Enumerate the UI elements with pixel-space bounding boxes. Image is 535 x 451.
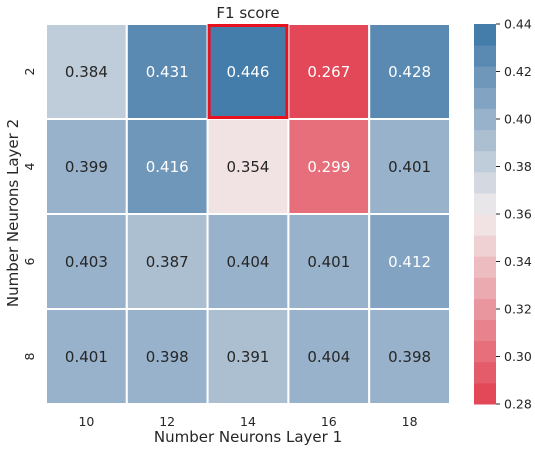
x-tick-label: 12: [159, 414, 175, 429]
cell-value-label: 0.387: [146, 253, 189, 271]
colorbar-step: [474, 235, 496, 257]
colorbar-tick-label: 0.34: [504, 254, 532, 269]
cell-value-label: 0.403: [65, 253, 108, 271]
colorbar-step: [474, 171, 496, 194]
cell-value-label: 0.398: [146, 348, 189, 366]
cell-value-label: 0.404: [307, 348, 350, 366]
heatmap-cell: [287, 308, 371, 405]
heatmap-cell: [125, 308, 209, 405]
cell-value-label: 0.391: [227, 348, 270, 366]
cell-value-label: 0.412: [388, 253, 431, 271]
cell-value-label: 0.267: [307, 63, 350, 81]
cell-value-label: 0.404: [227, 253, 270, 271]
cell-value-label: 0.354: [227, 158, 270, 176]
y-tick-labels: 2 4 6 8: [22, 68, 37, 361]
colorbar-tick-label: 0.36: [504, 207, 532, 222]
colorbar-step: [474, 129, 496, 152]
heatmap-cell: [45, 23, 128, 120]
cell-value-label: 0.384: [65, 63, 108, 81]
colorbar-step: [474, 277, 496, 299]
x-tick-label: 16: [321, 414, 337, 429]
cell-value-label: 0.431: [146, 63, 189, 81]
colorbar-step: [474, 298, 496, 321]
cell-value-label: 0.446: [227, 63, 270, 81]
y-tick-label: 2: [22, 68, 37, 76]
colorbar-step: [474, 24, 496, 46]
colorbar-step: [474, 214, 496, 236]
cell-value-label: 0.416: [146, 158, 189, 176]
highlight-box: [207, 24, 289, 119]
x-tick-label: 14: [240, 414, 256, 429]
colorbar-step: [474, 340, 496, 363]
colorbar-step: [474, 108, 496, 131]
cell-value-label: 0.428: [388, 63, 431, 81]
heatmap-cell: [287, 213, 371, 310]
cell-value-label: 0.399: [65, 158, 108, 176]
colorbar-tick-label: 0.40: [504, 112, 532, 127]
colorbar-tick-label: 0.28: [504, 397, 532, 412]
colorbar-tick-label: 0.42: [504, 64, 532, 79]
heatmap-cell: [45, 308, 128, 405]
colorbar-step: [474, 256, 496, 278]
colorbar-step: [474, 66, 496, 88]
colorbar: [474, 24, 496, 405]
heatmap-cell: [45, 118, 128, 215]
heatmap-cells: [45, 23, 452, 405]
colorbar-step: [474, 361, 496, 384]
cell-value-label: 0.401: [388, 158, 431, 176]
colorbar-step: [474, 192, 496, 215]
heatmap-cell: [368, 118, 452, 215]
x-tick-label: 10: [78, 414, 94, 429]
y-tick-label: 8: [22, 352, 37, 360]
heatmap-cell-labels: 0.384 0.431 0.446 0.267 0.428 0.399 0.416 0.354…: [65, 63, 431, 366]
colorbar-tick-label: 0.32: [504, 302, 532, 317]
heatmap-cell: [125, 23, 209, 120]
colorbar-tick-label: 0.44: [504, 17, 532, 32]
colorbar-tick-labels: 0.28 0.30 0.32 0.34 0.36 0.38 0.40 0.42 0.44: [496, 17, 532, 412]
heatmap-cell: [206, 118, 290, 215]
heatmap-cell: [125, 213, 209, 310]
x-tick-labels: 10 12 14 16 18: [78, 414, 417, 429]
x-tick-label: 18: [402, 414, 418, 429]
heatmap-cell: [206, 308, 290, 405]
cell-value-label: 0.299: [307, 158, 350, 176]
colorbar-step: [474, 87, 496, 109]
y-tick-label: 4: [22, 162, 37, 170]
heatmap-cell: [368, 308, 452, 405]
colorbar-step: [474, 382, 496, 405]
y-tick-label: 6: [22, 257, 37, 265]
colorbar-tick-label: 0.30: [504, 349, 532, 364]
colorbar-step: [474, 45, 496, 67]
cell-value-label: 0.401: [307, 253, 350, 271]
cell-value-label: 0.398: [388, 348, 431, 366]
x-axis-label: Number Neurons Layer 1: [154, 428, 342, 446]
y-axis-label: Number Neurons Layer 2: [4, 119, 22, 307]
cell-value-label: 0.401: [65, 348, 108, 366]
colorbar-tick-label: 0.38: [504, 159, 532, 174]
colorbar-step: [474, 319, 496, 342]
chart-title: F1 score: [216, 4, 279, 22]
colorbar-step: [474, 150, 496, 173]
